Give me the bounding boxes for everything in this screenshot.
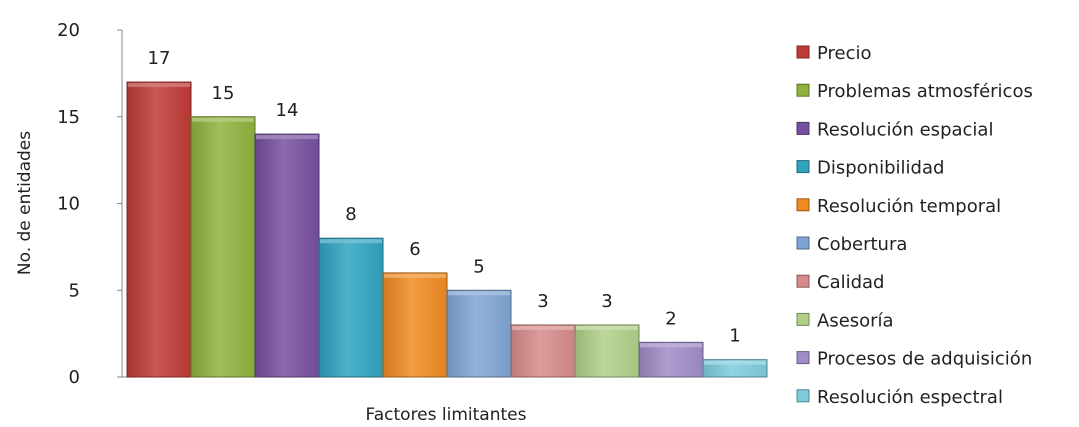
data-label: 14: [276, 100, 299, 121]
data-label: 15: [212, 83, 235, 104]
legend-swatch: [796, 351, 810, 365]
y-tick-label: 20: [57, 20, 80, 41]
bar: [382, 272, 448, 378]
data-label: 8: [345, 204, 356, 225]
y-tick-label: 5: [69, 280, 80, 301]
plot-area: 0 5 10 15 20 17 15 14 8 6 5 3 3 2 1: [57, 20, 768, 388]
legend-swatch: [796, 160, 810, 174]
data-label: 2: [665, 308, 676, 329]
bar-top-edge: [192, 117, 254, 122]
legend-label: Calidad: [817, 272, 884, 293]
bar-top-edge: [320, 239, 382, 244]
bar-top-edge: [640, 343, 702, 348]
bar-top-edge: [576, 325, 638, 330]
x-axis-title: Factores limitantes: [366, 405, 527, 425]
bar-top-edge: [512, 325, 574, 330]
data-label: 3: [537, 291, 548, 312]
legend-swatch: [796, 236, 810, 250]
legend-label: Disponibilidad: [817, 158, 944, 179]
legend-label: Precio: [817, 43, 872, 64]
legend-label: Procesos de adquisición: [817, 349, 1032, 370]
y-tick-label: 15: [57, 107, 80, 128]
y-tick-label: 0: [69, 367, 80, 388]
legend-label: Cobertura: [817, 234, 907, 255]
legend-swatch: [796, 274, 810, 288]
data-label: 3: [601, 291, 612, 312]
y-axis-ticks: 0 5 10 15 20: [57, 20, 122, 388]
bar-top-edge: [704, 360, 766, 365]
data-label: 6: [409, 239, 420, 260]
bar-top-edge: [448, 291, 510, 296]
bar-top-edge: [256, 135, 318, 140]
data-label: 17: [148, 48, 171, 69]
legend-label: Resolución temporal: [817, 196, 1001, 217]
y-tick-label: 10: [57, 194, 80, 215]
legend-swatch: [796, 45, 810, 59]
legend-label: Problemas atmosféricos: [817, 81, 1033, 102]
legend-label: Asesoría: [817, 310, 894, 331]
bar: [510, 324, 576, 378]
data-labels: 17 15 14 8 6 5 3 3 2 1: [148, 48, 741, 347]
y-axis-title: No. de entidades: [15, 131, 35, 275]
bar: [254, 133, 320, 378]
bar-top-edge: [128, 83, 190, 88]
legend-swatch: [796, 83, 810, 97]
bar: [446, 289, 512, 378]
legend-swatch: [796, 389, 810, 403]
legend-swatch: [796, 198, 810, 212]
bar: [190, 116, 256, 378]
bars: [126, 81, 768, 378]
bar-top-edge: [384, 273, 446, 278]
legend-label: Resolución espectral: [817, 387, 1003, 408]
data-label: 5: [473, 256, 484, 277]
bar: [638, 341, 704, 378]
bar: [574, 324, 640, 378]
legend-swatch: [796, 312, 810, 326]
legend-label: Resolución espacial: [817, 119, 993, 140]
data-label: 1: [729, 326, 740, 347]
bar: [318, 237, 384, 378]
legend-swatch: [796, 121, 810, 135]
bar: [126, 81, 192, 378]
legend: Precio Problemas atmosféricos Resolución e…: [796, 43, 1033, 408]
